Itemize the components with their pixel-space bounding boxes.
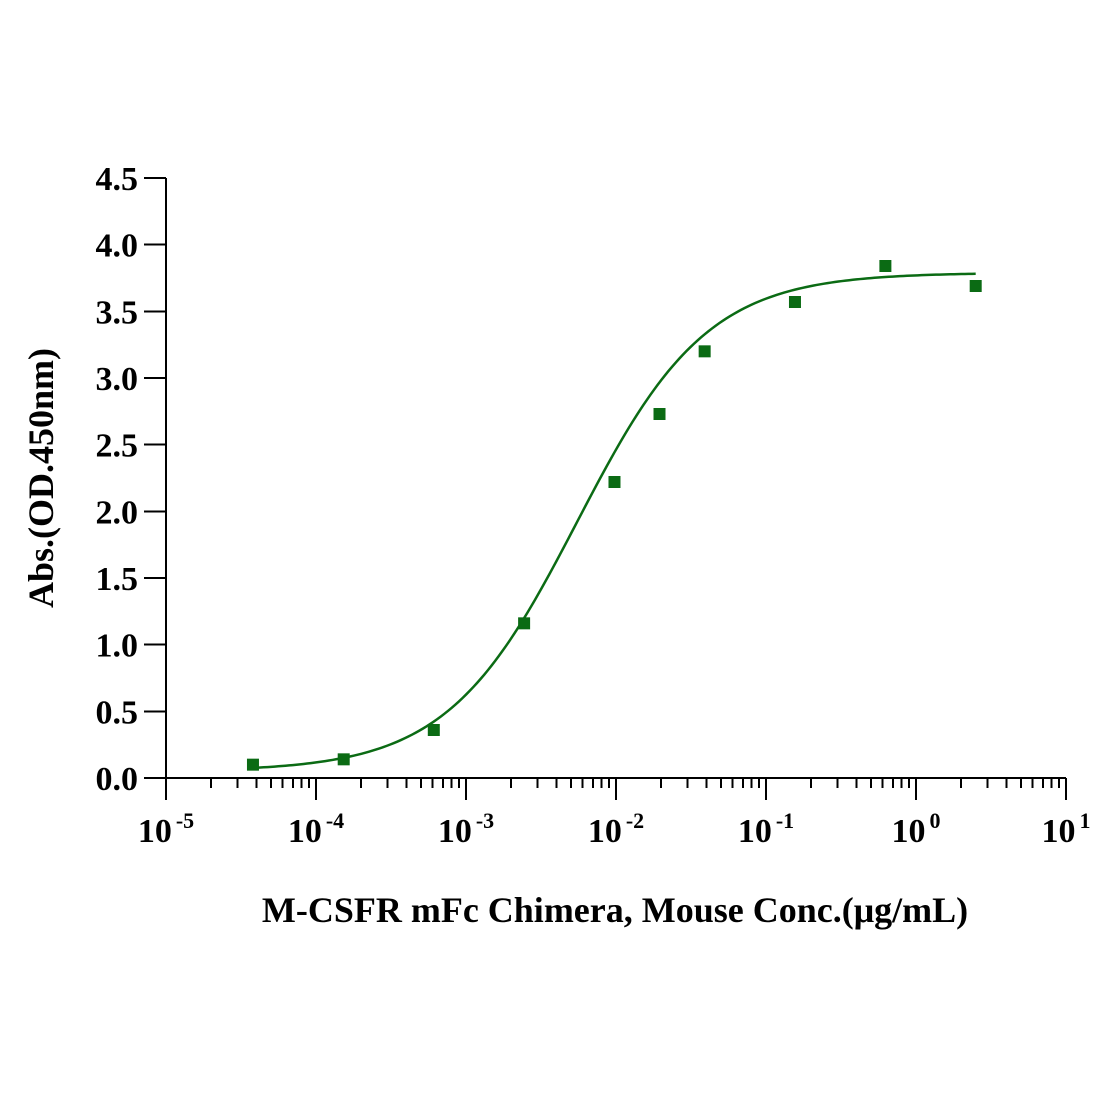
- x-tick-base: 10: [892, 813, 926, 850]
- y-tick-label: 1.5: [96, 561, 139, 598]
- y-tick-label: 3.0: [96, 361, 139, 398]
- data-point: [788, 296, 801, 308]
- x-ticks: 10 -5 10 -4 10 -3 10 -2 10 -1 10 0 10 1: [138, 778, 1091, 850]
- y-ticks: 0.0 0.5 1.0 1.5 2.0 2.5 3.0 3.5 4.0 4.5: [96, 161, 166, 798]
- fit-curve: [252, 272, 976, 770]
- x-tick-exponent: -4: [326, 808, 344, 833]
- y-tick-label: 2.5: [96, 428, 139, 465]
- x-tick-exponent: 0: [930, 808, 941, 833]
- x-tick-base: 10: [438, 813, 472, 850]
- data-point: [608, 476, 621, 488]
- x-tick-base: 10: [588, 813, 622, 850]
- data-points: [246, 260, 982, 771]
- y-tick-label: 2.0: [96, 494, 139, 531]
- y-tick-label: 4.5: [96, 161, 139, 198]
- y-axis: 0.0 0.5 1.0 1.5 2.0 2.5 3.0 3.5 4.0 4.5: [96, 161, 167, 798]
- plot-area: [246, 260, 982, 771]
- x-tick-label: 10 -2: [588, 808, 644, 850]
- x-tick-label: 10 -3: [438, 808, 494, 850]
- y-tick-label: 4.0: [96, 228, 139, 265]
- data-point: [337, 753, 350, 766]
- x-tick-exponent: -5: [176, 808, 194, 833]
- data-point: [518, 617, 531, 630]
- y-tick-label: 3.5: [96, 294, 139, 331]
- x-tick-exponent: 1: [1080, 808, 1091, 833]
- y-tick-label: 0.5: [96, 694, 139, 731]
- x-tick-label: 10 0: [892, 808, 941, 850]
- x-tick-label: 10 1: [1042, 808, 1091, 850]
- data-point: [879, 260, 892, 272]
- x-tick-exponent: -3: [476, 808, 494, 833]
- x-axis-title: M-CSFR mFc Chimera, Mouse Conc.(μg/mL): [262, 890, 968, 930]
- x-tick-base: 10: [1042, 813, 1076, 850]
- x-tick-label: 10 -1: [738, 808, 794, 850]
- x-tick-exponent: -1: [776, 808, 794, 833]
- x-tick-base: 10: [738, 813, 772, 850]
- y-axis-title: Abs.(OD.450nm): [21, 348, 61, 608]
- x-tick-exponent: -2: [626, 808, 644, 833]
- x-tick-label: 10 -5: [138, 808, 194, 850]
- data-point: [653, 408, 666, 420]
- x-tick-base: 10: [288, 813, 322, 850]
- data-point: [969, 280, 982, 292]
- x-axis: 10 -5 10 -4 10 -3 10 -2 10 -1 10 0 10 1: [138, 777, 1091, 850]
- y-tick-label: 1.0: [96, 628, 139, 665]
- x-tick-label: 10 -4: [288, 808, 344, 850]
- data-point: [427, 724, 440, 736]
- y-tick-label: 0.0: [96, 761, 139, 798]
- x-tick-base: 10: [138, 813, 172, 850]
- data-point: [246, 758, 259, 771]
- data-point: [698, 345, 711, 358]
